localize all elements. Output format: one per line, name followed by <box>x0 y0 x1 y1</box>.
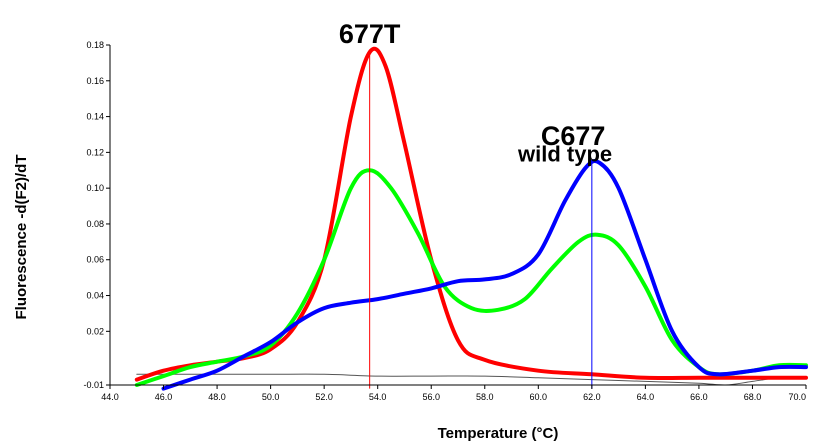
y-tick-label: 0.10 <box>86 183 104 193</box>
x-tick-label: 44.0 <box>101 392 119 402</box>
y-tick-label: 0.12 <box>86 147 104 157</box>
series-line-3 <box>136 373 807 386</box>
x-tick-label: 48.0 <box>208 392 226 402</box>
y-tick-label: 0.14 <box>86 112 104 122</box>
annotation-label-2: wild type <box>517 141 612 166</box>
series-line-2 <box>161 159 808 391</box>
x-tick-label: 54.0 <box>369 392 387 402</box>
x-tick-label: 50.0 <box>262 392 280 402</box>
x-tick-label: 66.0 <box>690 392 708 402</box>
reference-lines <box>369 52 593 389</box>
x-tick-label: 64.0 <box>637 392 655 402</box>
axes <box>109 45 806 386</box>
y-tick-label: 0.04 <box>86 291 104 301</box>
x-axis-ticks: 44.0 46.0 48.0 50.0 52.0 54.0 56.0 58.0 60.0 62.0… <box>101 385 807 402</box>
x-tick-label: 62.0 <box>583 392 601 402</box>
series-line-1 <box>134 168 808 387</box>
y-tick-label: 0.08 <box>86 219 104 229</box>
series-line-0 <box>134 46 808 382</box>
y-tick-label: 0.16 <box>86 76 104 86</box>
x-tick-label: 56.0 <box>422 392 440 402</box>
x-tick-label: 58.0 <box>476 392 494 402</box>
y-axis-label: Fluorescence -d(F2)/dT <box>13 154 30 319</box>
annotation-label-1: C677 <box>541 121 606 151</box>
x-tick-label: 68.0 <box>744 392 762 402</box>
y-tick-label: 0.02 <box>86 326 104 336</box>
y-tick-label: -0.01 <box>83 380 104 390</box>
x-axis-label: Temperature (°C) <box>438 425 559 442</box>
x-tick-label: 52.0 <box>315 392 333 402</box>
series-lines <box>134 46 808 391</box>
x-tick-label: 46.0 <box>155 392 173 402</box>
y-tick-label: 0.18 <box>86 40 104 50</box>
y-axis-ticks: -0.01 0.02 0.04 0.06 0.08 0.10 0.12 0.14 0.16 0.1… <box>83 40 110 390</box>
annotation-label-0: 677T <box>339 19 401 49</box>
x-tick-label: 60.0 <box>530 392 548 402</box>
x-tick-label: 70.0 <box>788 392 806 402</box>
y-tick-label: 0.06 <box>86 255 104 265</box>
